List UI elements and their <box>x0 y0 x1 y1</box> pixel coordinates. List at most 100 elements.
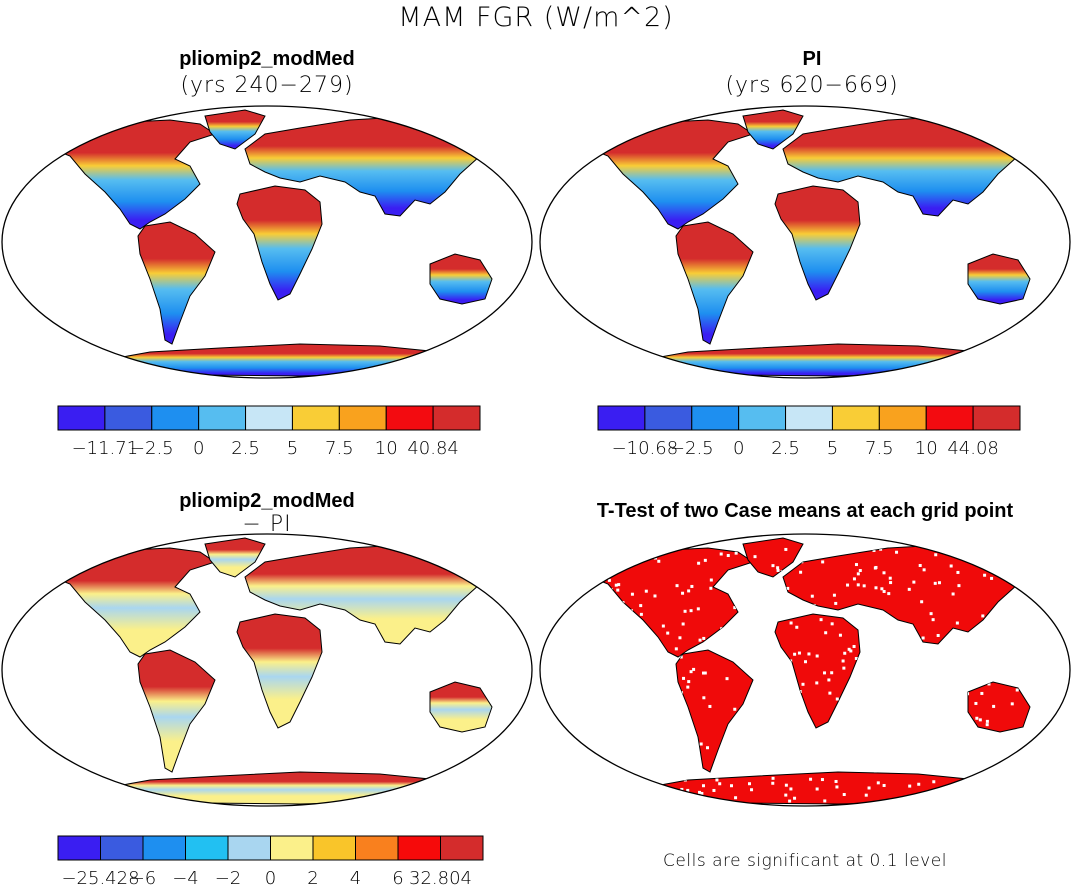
cell <box>631 626 635 630</box>
cell <box>591 700 595 704</box>
cell <box>781 735 785 739</box>
cell <box>884 727 888 731</box>
cell <box>992 704 996 708</box>
cell <box>604 772 608 776</box>
cell <box>841 659 845 663</box>
cell <box>956 570 960 574</box>
colorbar-swatch <box>355 835 399 861</box>
cell <box>951 592 955 596</box>
cell <box>759 674 763 678</box>
cell <box>809 777 813 781</box>
cell <box>681 758 685 762</box>
land-australia <box>429 253 493 305</box>
cell <box>730 784 734 788</box>
cell <box>605 736 609 740</box>
cell <box>722 587 726 591</box>
panel-3-colorbar: −25.428−6 −4 −2 0 2 4 6 32.804 <box>57 835 484 885</box>
cell <box>920 600 924 604</box>
cell <box>990 576 994 580</box>
cell <box>685 772 689 776</box>
cell <box>957 584 961 588</box>
cell <box>799 570 803 574</box>
colorbar-tick-label: 10 <box>915 438 938 459</box>
cell <box>622 733 626 737</box>
colorbar-swatch <box>312 835 356 861</box>
map-content <box>34 537 496 805</box>
cell <box>765 685 769 689</box>
cell <box>888 576 892 580</box>
colorbar-swatch <box>104 405 153 431</box>
cell <box>792 714 796 718</box>
cell <box>715 778 719 782</box>
cell <box>980 691 984 695</box>
colorbar-tick-label: −11.71 <box>72 438 139 459</box>
map-content <box>572 109 1034 377</box>
cell <box>876 781 880 785</box>
cell <box>907 587 911 591</box>
cell <box>1015 688 1019 692</box>
cell <box>760 603 764 607</box>
cell <box>613 771 617 775</box>
cell <box>641 622 645 626</box>
cell <box>789 621 793 625</box>
cell <box>815 787 819 791</box>
cell <box>644 589 648 593</box>
colorbar-swatch <box>785 405 833 431</box>
cell <box>612 771 616 775</box>
cell <box>994 649 998 653</box>
cell <box>823 799 827 803</box>
cell <box>875 674 879 678</box>
colorbar-swatch <box>291 405 340 431</box>
cell <box>856 572 860 576</box>
cell <box>631 762 635 766</box>
cell <box>838 710 842 714</box>
cell <box>955 621 959 625</box>
cell <box>775 760 779 764</box>
colorbar-swatch <box>440 835 484 861</box>
cell <box>909 672 913 676</box>
cell <box>578 661 582 665</box>
cell <box>881 622 885 626</box>
cell <box>718 782 722 786</box>
cell <box>898 769 902 773</box>
cell <box>788 799 792 803</box>
cell <box>622 745 626 749</box>
colorbar-tick-label: −2 <box>215 868 242 885</box>
cell <box>949 736 953 740</box>
cell <box>907 672 911 676</box>
cell <box>981 614 985 618</box>
cell <box>1015 568 1019 572</box>
land-africa <box>774 613 861 729</box>
panel-3-map <box>1 533 533 807</box>
cell <box>725 677 729 681</box>
cell <box>929 612 933 616</box>
cell <box>776 566 780 570</box>
cell <box>795 625 799 629</box>
cell <box>793 652 797 656</box>
colorbar-tick-label: 5 <box>287 438 298 459</box>
cell <box>624 662 628 666</box>
cell <box>734 796 738 800</box>
cell <box>662 792 666 796</box>
cell <box>703 671 707 675</box>
cell <box>640 738 644 742</box>
cell <box>733 726 737 730</box>
land-samerica <box>675 649 754 773</box>
colorbar-tick-label: −2.5 <box>670 438 714 459</box>
cell <box>960 773 964 777</box>
cell <box>784 783 788 787</box>
cell <box>789 787 793 791</box>
cell <box>790 683 794 687</box>
cell <box>686 685 690 689</box>
cell <box>775 673 779 677</box>
cell <box>823 671 827 675</box>
colorbar-tick-label: 40.84 <box>407 438 459 459</box>
cell <box>821 560 825 564</box>
land-australia <box>967 253 1031 305</box>
map-frame <box>1 533 533 807</box>
cell <box>785 678 789 682</box>
cell <box>771 781 775 785</box>
cell <box>708 704 712 708</box>
cell <box>827 678 831 682</box>
cell <box>579 796 583 800</box>
